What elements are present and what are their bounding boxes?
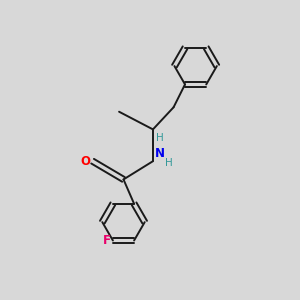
Text: O: O: [80, 155, 90, 168]
Text: H: H: [165, 158, 172, 168]
Text: H: H: [157, 133, 164, 143]
Text: F: F: [103, 234, 110, 247]
Text: N: N: [154, 147, 164, 160]
